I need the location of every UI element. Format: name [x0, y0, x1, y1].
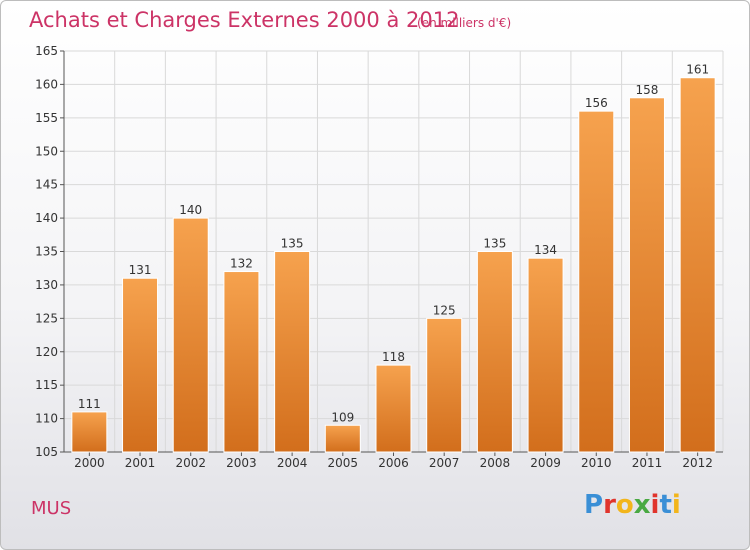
- bar: [223, 271, 260, 453]
- logo-letter: t: [659, 490, 672, 520]
- bar: [476, 251, 513, 453]
- data-label: 135: [483, 237, 506, 251]
- y-tick-label: 110: [35, 412, 58, 426]
- y-tick-label: 160: [35, 77, 58, 91]
- x-tick-label: 2003: [226, 456, 257, 470]
- bar: [172, 217, 209, 453]
- bar: [628, 97, 665, 453]
- bar-chart: 105 110 115 120 125 130 135 140 145 150 155 160 165 2…: [35, 44, 724, 470]
- bar: [578, 110, 615, 453]
- x-tick-label: 2002: [175, 456, 206, 470]
- y-tick-label: 155: [35, 111, 58, 125]
- x-tick-label: 2007: [429, 456, 460, 470]
- data-label: 118: [382, 350, 405, 364]
- bar-layer: [71, 77, 716, 453]
- y-tick-label: 115: [35, 378, 58, 392]
- x-tick-label: 2006: [378, 456, 409, 470]
- y-tick-label: 130: [35, 278, 58, 292]
- x-tick-label: 2004: [277, 456, 308, 470]
- bar: [324, 424, 361, 453]
- bar: [527, 257, 564, 453]
- logo-letter: i: [650, 490, 660, 520]
- bar: [426, 317, 463, 453]
- y-tick-label: 165: [35, 44, 58, 58]
- logo-letter: i: [671, 490, 681, 520]
- bar: [679, 77, 716, 453]
- logo-letter: P: [584, 490, 604, 520]
- x-tick-label: 2012: [682, 456, 713, 470]
- data-label: 134: [534, 243, 557, 257]
- chart-title: Achats et Charges Externes 2000 à 2012: [29, 8, 460, 32]
- data-label: 135: [281, 237, 304, 251]
- bar: [375, 364, 412, 453]
- data-label: 109: [331, 410, 354, 424]
- y-tick-label: 105: [35, 445, 58, 459]
- data-label: 125: [433, 303, 456, 317]
- commune-name: MUS: [31, 498, 72, 519]
- y-tick-label: 140: [35, 211, 58, 225]
- data-label: 131: [129, 263, 152, 277]
- y-tick-label: 150: [35, 144, 58, 158]
- data-label: 161: [686, 63, 709, 77]
- bar: [71, 411, 108, 453]
- x-tick-label: 2011: [632, 456, 663, 470]
- label-layer: 111 131 140 132 135 109 118 125 135 134 156 158 161: [78, 63, 709, 425]
- logo-letter: x: [633, 490, 651, 520]
- proxiti-logo: Proxiti: [584, 490, 681, 520]
- data-label: 132: [230, 257, 253, 271]
- data-label: 140: [179, 203, 202, 217]
- bar: [122, 277, 159, 453]
- data-label: 156: [585, 96, 608, 110]
- x-tick-label: 2008: [480, 456, 511, 470]
- logo-letter: o: [615, 490, 634, 520]
- data-label: 111: [78, 397, 101, 411]
- x-tick-label: 2010: [581, 456, 612, 470]
- x-tick-label: 2005: [328, 456, 359, 470]
- y-tick-label: 145: [35, 178, 58, 192]
- bar: [274, 251, 311, 453]
- y-tick-label: 135: [35, 245, 58, 259]
- data-label: 158: [636, 83, 659, 97]
- logo-letter: r: [603, 490, 616, 520]
- y-tick-label: 120: [35, 345, 58, 359]
- x-tick-label: 2009: [530, 456, 561, 470]
- x-tick-label: 2000: [74, 456, 105, 470]
- y-tick-label: 125: [35, 311, 58, 325]
- x-tick-label: 2001: [125, 456, 156, 470]
- chart-subtitle: (en milliers d'€): [417, 16, 512, 30]
